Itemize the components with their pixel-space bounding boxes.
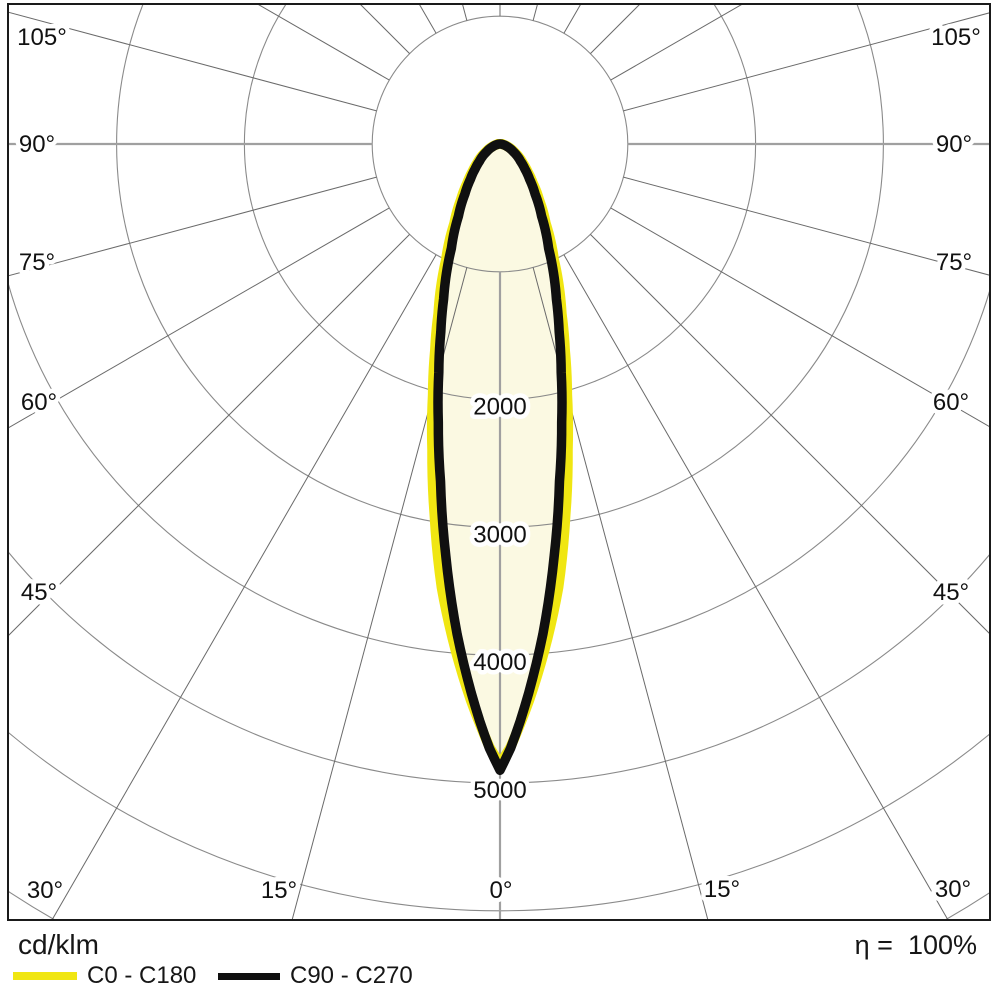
radial-line-45 bbox=[590, 234, 990, 635]
angle-label-9-45deg: 45° bbox=[933, 579, 969, 606]
legend-swatch-c90-c270-icon bbox=[218, 972, 280, 980]
angle-label-11-15deg: 15° bbox=[261, 877, 297, 904]
angle-label-4-45deg: 45° bbox=[21, 579, 57, 606]
angle-label-14-30deg: 30° bbox=[935, 876, 971, 903]
angle-label-3-60deg: 60° bbox=[21, 389, 57, 416]
intensity-curves-layer bbox=[426, 138, 574, 775]
grid-labels-layer: 2000 3000 4000 5000 105° 90° 75° 60° 45° 105° 90° 7… bbox=[13, 20, 986, 909]
angle-label-1-90deg: 90° bbox=[19, 131, 55, 158]
angle-label-12-0deg: 0° bbox=[490, 877, 513, 904]
radial-line-345 bbox=[291, 267, 468, 920]
radial-line-255 bbox=[8, 11, 377, 112]
angle-label-6-90deg: 90° bbox=[936, 131, 972, 158]
radial-line-300 bbox=[8, 207, 390, 429]
ring-label-4000: 4000 bbox=[473, 649, 526, 676]
angle-label-8-60deg: 60° bbox=[933, 389, 969, 416]
efficiency-value: η = 100% bbox=[854, 930, 977, 960]
plot-border bbox=[7, 3, 991, 921]
radial-line-285 bbox=[8, 176, 377, 277]
legend-label-c0-c180: C0 - C180 bbox=[87, 962, 197, 989]
units-label: cd/klm bbox=[18, 929, 99, 960]
radial-line-60 bbox=[610, 207, 990, 428]
radial-line-75 bbox=[623, 176, 990, 276]
radial-line-330 bbox=[51, 254, 437, 920]
legend-item-c90-c270: C90 - C270 bbox=[218, 962, 413, 989]
angle-label-5-105deg: 105° bbox=[931, 24, 981, 51]
ring-label-2000: 2000 bbox=[473, 394, 526, 421]
angle-label-10-30deg: 30° bbox=[27, 877, 63, 904]
radial-line-15 bbox=[532, 267, 709, 920]
ring-label-3000: 3000 bbox=[473, 521, 526, 548]
radial-line-315 bbox=[8, 234, 410, 637]
legend-label-c90-c270: C90 - C270 bbox=[290, 962, 413, 989]
curve-C90-C270 bbox=[433, 139, 567, 775]
plot-border-layer bbox=[7, 3, 991, 921]
legend-swatch-c0-c180-icon bbox=[13, 972, 77, 980]
angle-label-13-15deg: 15° bbox=[704, 876, 740, 903]
angle-label-2-75deg: 75° bbox=[19, 249, 55, 276]
legend-item-c0-c180: C0 - C180 bbox=[13, 962, 197, 989]
radial-line-105 bbox=[623, 12, 990, 112]
radial-line-30 bbox=[563, 254, 949, 920]
ring-label-5000: 5000 bbox=[473, 777, 526, 804]
angle-label-0-105deg: 105° bbox=[17, 24, 67, 51]
angle-label-7-75deg: 75° bbox=[936, 249, 972, 276]
